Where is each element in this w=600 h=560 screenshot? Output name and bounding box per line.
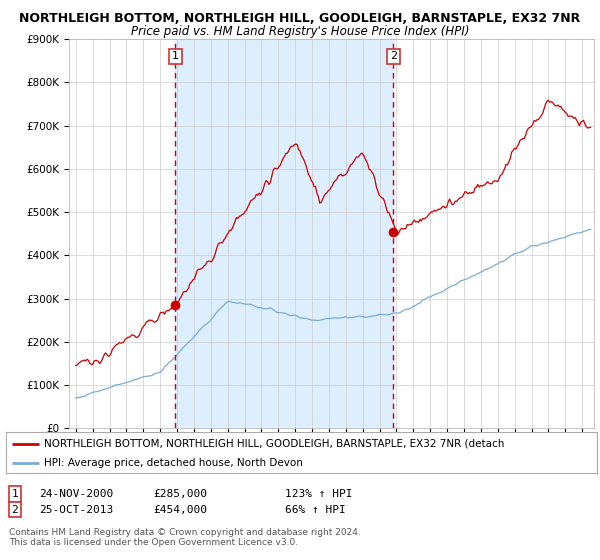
Text: 24-NOV-2000: 24-NOV-2000 bbox=[39, 489, 113, 499]
Text: £454,000: £454,000 bbox=[153, 505, 207, 515]
Text: 1: 1 bbox=[11, 489, 19, 499]
Text: 1: 1 bbox=[172, 52, 179, 62]
Bar bbox=[175, 39, 394, 428]
Text: HPI: Average price, detached house, North Devon: HPI: Average price, detached house, Nort… bbox=[44, 458, 303, 468]
Text: NORTHLEIGH BOTTOM, NORTHLEIGH HILL, GOODLEIGH, BARNSTAPLE, EX32 7NR: NORTHLEIGH BOTTOM, NORTHLEIGH HILL, GOOD… bbox=[19, 12, 581, 25]
Text: Contains HM Land Registry data © Crown copyright and database right 2024.
This d: Contains HM Land Registry data © Crown c… bbox=[9, 528, 361, 547]
Text: Price paid vs. HM Land Registry's House Price Index (HPI): Price paid vs. HM Land Registry's House … bbox=[131, 25, 469, 38]
Text: 2: 2 bbox=[11, 505, 19, 515]
Text: 25-OCT-2013: 25-OCT-2013 bbox=[39, 505, 113, 515]
Text: 66% ↑ HPI: 66% ↑ HPI bbox=[285, 505, 346, 515]
Text: 2: 2 bbox=[390, 52, 397, 62]
Text: £285,000: £285,000 bbox=[153, 489, 207, 499]
Text: 123% ↑ HPI: 123% ↑ HPI bbox=[285, 489, 353, 499]
Text: NORTHLEIGH BOTTOM, NORTHLEIGH HILL, GOODLEIGH, BARNSTAPLE, EX32 7NR (detach: NORTHLEIGH BOTTOM, NORTHLEIGH HILL, GOOD… bbox=[44, 439, 505, 449]
